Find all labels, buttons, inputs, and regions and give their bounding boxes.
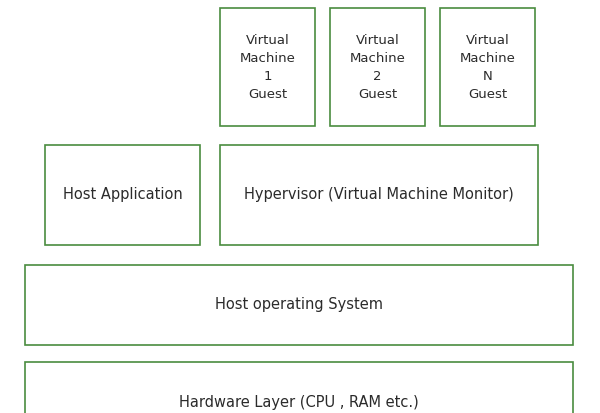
Bar bbox=[25, 362, 573, 413]
Text: Hardware Layer (CPU , RAM etc.): Hardware Layer (CPU , RAM etc.) bbox=[179, 394, 419, 410]
Bar bbox=[330, 8, 425, 126]
Text: Host operating System: Host operating System bbox=[215, 297, 383, 313]
Bar bbox=[25, 265, 573, 345]
Text: Virtual
Machine
1
Guest: Virtual Machine 1 Guest bbox=[239, 33, 295, 100]
Text: Hypervisor (Virtual Machine Monitor): Hypervisor (Virtual Machine Monitor) bbox=[244, 188, 514, 202]
Text: Host Application: Host Application bbox=[62, 188, 182, 202]
Bar bbox=[440, 8, 535, 126]
Bar bbox=[45, 145, 200, 245]
Bar bbox=[220, 145, 538, 245]
Text: Virtual
Machine
N
Guest: Virtual Machine N Guest bbox=[460, 33, 515, 100]
Text: Virtual
Machine
2
Guest: Virtual Machine 2 Guest bbox=[350, 33, 406, 100]
Bar bbox=[220, 8, 315, 126]
